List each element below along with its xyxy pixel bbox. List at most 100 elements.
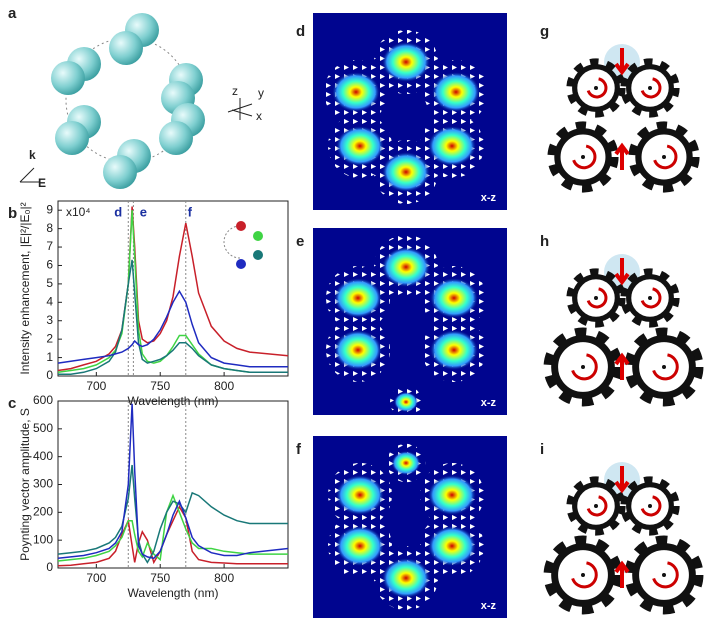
e-label: E [38,176,46,190]
y-tick-label: 0 [46,560,53,574]
sphere [55,121,89,155]
x-axis-label: Wavelength (nm) [128,586,219,600]
series-line [57,289,288,368]
k-e-icon [19,167,40,183]
sphere [109,31,143,65]
y-tick-label: 1 [46,350,53,364]
gear-teeth [620,268,680,328]
gear-pin [581,573,585,577]
k-label: k [29,148,36,162]
gear-pin [662,365,666,369]
field-hotspot [430,278,478,318]
panel-label: a [8,5,17,22]
y-tick-label: 2 [46,331,53,345]
field-map: x-z [313,13,507,210]
y-tick-label: 8 [46,221,53,235]
field-hotspot [334,330,382,370]
y-axis-label: Poynting vector amplitude, S [18,408,32,561]
rotation-arrow [586,77,608,99]
rotation-arrow [586,495,608,517]
map-label: x-z [481,192,497,204]
plot-frame [57,200,289,377]
gear-pin [648,504,652,508]
y-tick-label: 9 [46,202,53,216]
gear-teeth [566,268,626,328]
field-hotspot [432,72,480,112]
inset-ring [223,225,241,259]
field-hotspot [336,526,384,566]
y-tick-label: 6 [46,258,53,272]
field-hotspot [336,126,384,166]
field-arrow [614,48,630,76]
panel-label: g [540,23,549,40]
x-tick-label: 800 [214,571,234,585]
y-tick-label: 500 [33,421,53,435]
y-tick-label: 100 [33,532,53,546]
panel-label: c [8,395,16,412]
panel-label: d [296,23,305,40]
field-arrow [614,560,630,588]
x-tick-label: 700 [86,571,106,585]
series-line [57,493,288,562]
marker-label: d [114,204,122,219]
gear-teeth [543,535,623,615]
inset-dot [236,259,246,269]
y-tick-label: 200 [33,505,53,519]
rotation-arrow [640,495,662,517]
y-tick-label: 300 [33,477,53,491]
field-hotspot [332,72,380,112]
gear-pin [662,573,666,577]
field-hotspot [430,330,478,370]
series-line [57,403,289,560]
field-hotspot [382,152,430,192]
axis-label: x [256,109,262,123]
panel-a: z y x k E [19,13,264,190]
field-arrow [614,352,630,380]
gear-teeth [628,121,700,193]
panel-label: e [296,233,304,250]
gear-teeth [620,58,680,118]
panel-label: h [540,233,549,250]
field-hotspot [394,392,418,412]
axes-icon [227,98,253,120]
field-hotspot [391,451,421,475]
field-arrow [614,466,630,494]
field-hotspot [382,558,430,598]
gear-panel [543,254,704,407]
axis-label: y [258,86,264,100]
y-axis-label: Intensity enhancement, |E|²/|E₀|² [18,202,32,374]
y-tick-label: 5 [46,276,53,290]
gear-teeth [624,327,704,407]
inset-dot [253,250,263,260]
map-label: x-z [481,397,497,409]
panel-label: f [296,441,302,458]
y-tick-label: 600 [33,393,53,407]
gear-teeth [566,58,626,118]
y-tick-label: 3 [46,313,53,327]
gear-pin [594,504,598,508]
x-tick-label: 750 [150,379,170,393]
plot-frame [57,400,289,569]
sphere [159,121,193,155]
field-map: x-z [313,436,507,618]
rotation-arrow [571,353,598,381]
marker-label: e [140,204,147,219]
gear-teeth [547,121,619,193]
rotation-arrow [640,287,662,309]
rotation-arrow [653,144,678,170]
gear-panel [543,462,704,615]
rotation-arrow [586,287,608,309]
gear-pin [648,296,652,300]
series-line [58,259,288,375]
gear-pin [581,365,585,369]
y-tick-label: 400 [33,449,53,463]
inset-dot [253,231,263,241]
panel-labels: a b c d e f g h i [8,5,549,458]
sphere [103,155,137,189]
panel-label: b [8,205,17,222]
gear-pin [581,155,585,159]
axis-label: z [232,84,238,98]
x-tick-label: 700 [86,379,106,393]
